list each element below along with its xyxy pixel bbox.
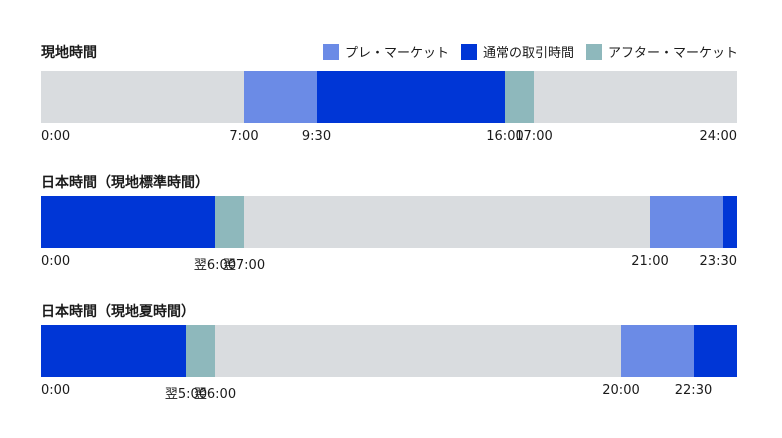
tick-label: 22:30	[674, 383, 713, 398]
tick-label: 翌6:00	[193, 258, 237, 273]
chart-title-jp-standard: 日本時間（現地標準時間）	[41, 175, 209, 191]
segment-pre	[650, 196, 723, 248]
timeline-bar-jp-standard	[41, 196, 737, 248]
segment-pre	[244, 71, 317, 123]
segment-after	[505, 71, 534, 123]
tick-label: 翌6:00	[193, 387, 237, 402]
legend-swatch-regular	[460, 43, 477, 60]
chart-legend: プレ・マーケット 通常の取引時間 アフター・マーケット	[311, 42, 738, 61]
tick-label: 翌7:00	[222, 258, 266, 273]
chart-title-jp-summer: 日本時間（現地夏時間）	[41, 304, 195, 320]
segment-regular	[41, 196, 215, 248]
tick-label: 21:00	[631, 254, 669, 269]
segment-regular	[41, 325, 186, 377]
legend-swatch-after	[585, 43, 602, 60]
legend-label-pre: プレ・マーケット	[344, 46, 449, 61]
tick-label: 0:00	[41, 129, 71, 144]
tick-label: 0:00	[41, 254, 71, 269]
tick-label: 9:30	[301, 129, 332, 144]
legend-item-pre: プレ・マーケット	[322, 42, 449, 61]
legend-label-after: アフター・マーケット	[607, 46, 738, 61]
segment-after	[215, 196, 244, 248]
tick-label: 23:30	[699, 254, 737, 269]
legend-label-regular: 通常の取引時間	[482, 46, 574, 61]
tick-label: 24:00	[699, 129, 737, 144]
segment-after	[186, 325, 215, 377]
legend-item-after: アフター・マーケット	[585, 42, 738, 61]
timeline-bar-jp-summer	[41, 325, 737, 377]
segment-regular	[693, 325, 737, 377]
segment-regular	[316, 71, 505, 123]
tick-label: 16:00	[486, 129, 524, 144]
segment-pre	[621, 325, 694, 377]
tick-label: 20:00	[602, 383, 640, 398]
legend-item-regular: 通常の取引時間	[460, 42, 574, 61]
chart-title-local: 現地時間	[41, 45, 97, 61]
tick-label: 0:00	[41, 383, 71, 398]
tick-label: 17:00	[515, 129, 553, 144]
tick-label: 7:00	[229, 129, 259, 144]
tick-label: 翌5:00	[164, 387, 208, 402]
segment-regular	[722, 196, 737, 248]
legend-swatch-pre	[322, 43, 339, 60]
timeline-bar-local	[41, 71, 737, 123]
